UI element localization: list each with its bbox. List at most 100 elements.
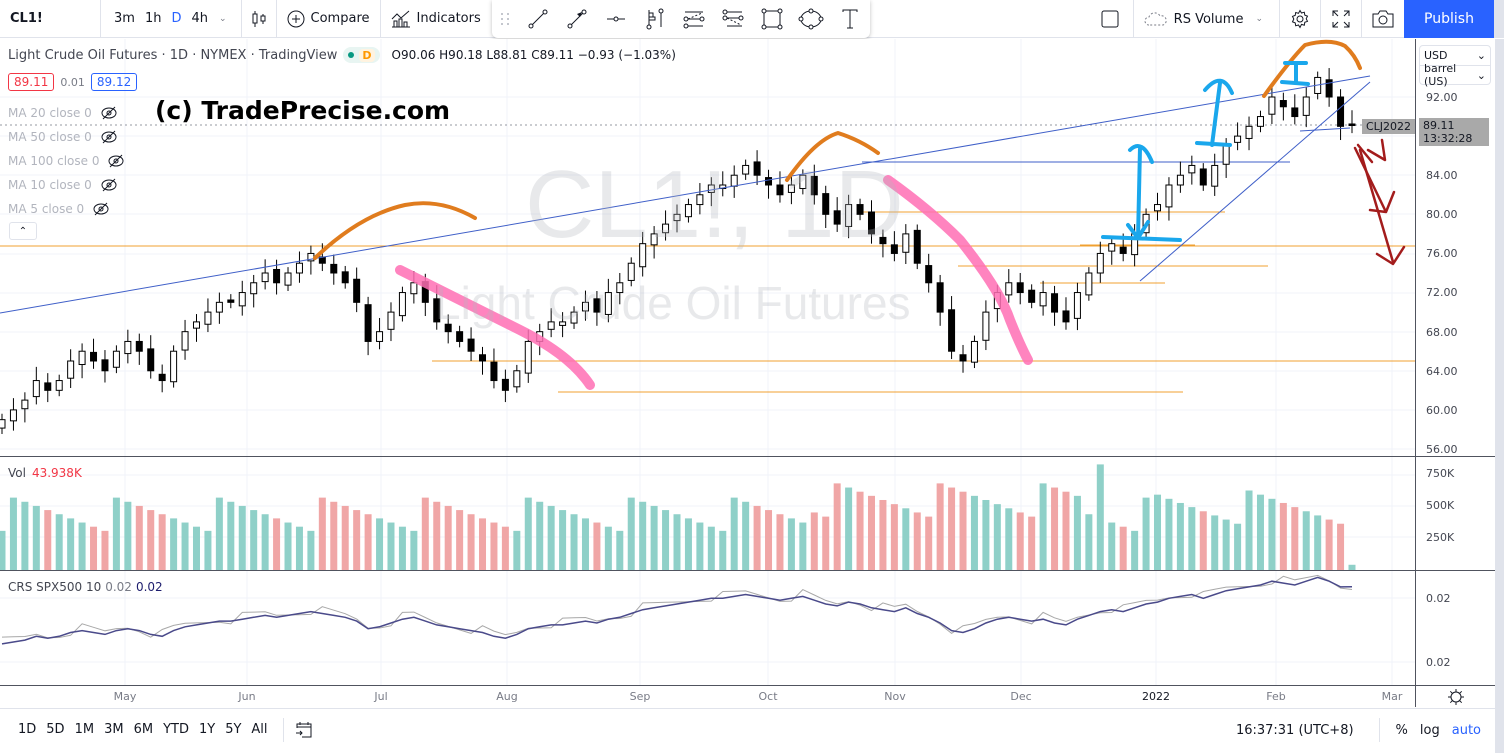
ma-legend-item[interactable]: MA 50 close 0	[8, 125, 125, 149]
legend-title[interactable]: Light Crude Oil Futures · 1D · NYMEX · T…	[8, 47, 338, 63]
axis-settings-button[interactable]	[1415, 685, 1495, 707]
text-tool[interactable]	[830, 0, 869, 38]
camera-icon	[1372, 10, 1394, 28]
indicators-button[interactable]: Indicators	[381, 0, 491, 38]
symbol-search-button[interactable]: CL1!	[10, 11, 43, 26]
trend-line-icon	[528, 9, 547, 29]
volume-legend[interactable]: Vol 43.938K	[8, 466, 82, 480]
time-tick: Aug	[496, 690, 518, 703]
pane-separator[interactable]	[0, 570, 1495, 571]
arrow-tool[interactable]	[557, 0, 596, 38]
ma-legend-item[interactable]: MA 20 close 0	[8, 101, 125, 125]
crs-tick: 0.02	[1426, 656, 1451, 669]
range-all[interactable]: All	[251, 722, 268, 737]
bottom-toolbar: 1D 5D 1M 3M 6M YTD 1Y 5Y All 16:37:31 (U…	[0, 708, 1495, 750]
time-tick: May	[113, 690, 137, 703]
range-1y[interactable]: 1Y	[198, 722, 216, 737]
sell-price-button[interactable]: 89.11	[8, 73, 55, 91]
main-chart-pane[interactable]	[0, 39, 1415, 685]
plus-circle-icon	[287, 10, 305, 27]
range-3m[interactable]: 3M	[104, 722, 124, 737]
trend-line-tool[interactable]	[518, 0, 557, 38]
buy-price-button[interactable]: 89.12	[90, 73, 138, 91]
ellipse-tool[interactable]	[791, 0, 830, 38]
fib-retracement-icon	[683, 11, 704, 29]
chart-canvas[interactable]	[0, 0, 1415, 685]
percent-scale-toggle[interactable]: %	[1395, 722, 1408, 738]
chevron-down-icon: ⌄	[1476, 49, 1486, 62]
layout-selector[interactable]: RS Volume ⌄	[1134, 0, 1279, 38]
chevron-down-icon: ⌄	[1476, 68, 1486, 82]
auto-scale-toggle[interactable]: auto	[1451, 722, 1481, 738]
pane-separator[interactable]	[0, 456, 1495, 457]
log-scale-toggle[interactable]: log	[1419, 722, 1440, 738]
ma-legend-item[interactable]: MA 5 close 0	[8, 197, 125, 221]
compare-label: Compare	[310, 11, 370, 26]
market-status-badge[interactable]: D	[343, 47, 380, 63]
ma-legend-item[interactable]: MA 10 close 0	[8, 173, 125, 197]
range-1d[interactable]: 1D	[18, 722, 37, 737]
crs-legend[interactable]: CRS SPX500 10 0.02 0.02	[8, 580, 163, 594]
symbol-watermark: CL1!, 1D	[525, 151, 904, 258]
rectangle-tool[interactable]	[752, 0, 791, 38]
ma-label: MA 20 close 0	[8, 106, 92, 120]
range-5d[interactable]: 5D	[46, 722, 65, 737]
eye-crossed-icon[interactable]	[107, 154, 125, 168]
drawing-toolbar	[492, 0, 870, 38]
unit-value: barrel (US)	[1424, 62, 1457, 88]
eye-crossed-icon[interactable]	[100, 106, 118, 120]
eye-crossed-icon[interactable]	[100, 178, 118, 192]
interval-4h[interactable]: 4h	[191, 11, 208, 26]
fib-retracement-tool[interactable]	[674, 0, 713, 38]
pitchfork-tool[interactable]	[635, 0, 674, 38]
horizontal-line-icon	[606, 16, 625, 22]
price-tick: 68.00	[1426, 326, 1458, 339]
range-6m[interactable]: 6M	[133, 722, 154, 737]
text-icon	[842, 9, 857, 29]
credit-text: (c) TradePrecise.com	[155, 96, 451, 125]
drag-handle-icon[interactable]	[492, 0, 518, 38]
currency-select[interactable]: USD ⌄	[1420, 46, 1490, 65]
candles-icon	[252, 10, 266, 27]
interval-d[interactable]: D	[171, 11, 182, 26]
description-watermark: Light Crude Oil Futures	[435, 277, 911, 329]
range-5y[interactable]: 5Y	[225, 722, 242, 737]
eye-crossed-icon[interactable]	[92, 202, 110, 216]
fullscreen-button[interactable]	[1321, 0, 1361, 38]
currency-unit-selector[interactable]: USD ⌄ barrel (US) ⌄	[1419, 45, 1491, 88]
time-tick: Sep	[629, 690, 651, 703]
volume-label: Vol	[8, 466, 26, 480]
clock-timezone[interactable]: 16:37:31 (UTC+8)	[1235, 722, 1354, 738]
price-tick: 76.00	[1426, 247, 1458, 260]
range-ytd[interactable]: YTD	[163, 722, 189, 737]
price-tick: 60.00	[1426, 404, 1458, 417]
settings-button[interactable]	[1280, 0, 1320, 38]
time-tick: Oct	[758, 690, 778, 703]
chart-type-button[interactable]	[242, 0, 276, 38]
compare-button[interactable]: Compare	[277, 0, 380, 38]
horizontal-ray-tool[interactable]	[596, 0, 635, 38]
fullscreen-select-button[interactable]	[1087, 0, 1133, 38]
goto-date-button[interactable]	[294, 720, 314, 740]
interval-3m[interactable]: 3m	[114, 11, 135, 26]
snapshot-button[interactable]	[1362, 0, 1404, 38]
eye-crossed-icon[interactable]	[100, 130, 118, 144]
collapse-legend-button[interactable]: ⌃	[9, 222, 37, 240]
ma-legend-item[interactable]: MA 100 close 0	[8, 149, 125, 173]
range-1m[interactable]: 1M	[74, 722, 95, 737]
bid-ask: 89.11 0.01 89.12	[8, 73, 138, 91]
contract-label: CLJ2022	[1362, 119, 1416, 134]
time-axis[interactable]: May Jun Jul Aug Sep Oct Nov Dec 2022 Feb Mar	[0, 685, 1415, 707]
ma-label: MA 50 close 0	[8, 130, 92, 144]
divider	[1378, 718, 1380, 742]
chevron-down-icon[interactable]: ⌄	[218, 13, 227, 24]
unit-select[interactable]: barrel (US) ⌄	[1420, 62, 1490, 88]
price-axis[interactable]: 92.00 84.00 80.00 76.00 72.00 68.00 64.0…	[1415, 39, 1495, 685]
fib-extension-tool[interactable]	[713, 0, 752, 38]
publish-button[interactable]: Publish	[1404, 0, 1494, 38]
status-dot-icon	[348, 52, 355, 58]
interval-1h[interactable]: 1h	[144, 11, 162, 26]
symbol-legend: Light Crude Oil Futures · 1D · NYMEX · T…	[8, 47, 676, 63]
cloud-icon	[1144, 12, 1167, 26]
